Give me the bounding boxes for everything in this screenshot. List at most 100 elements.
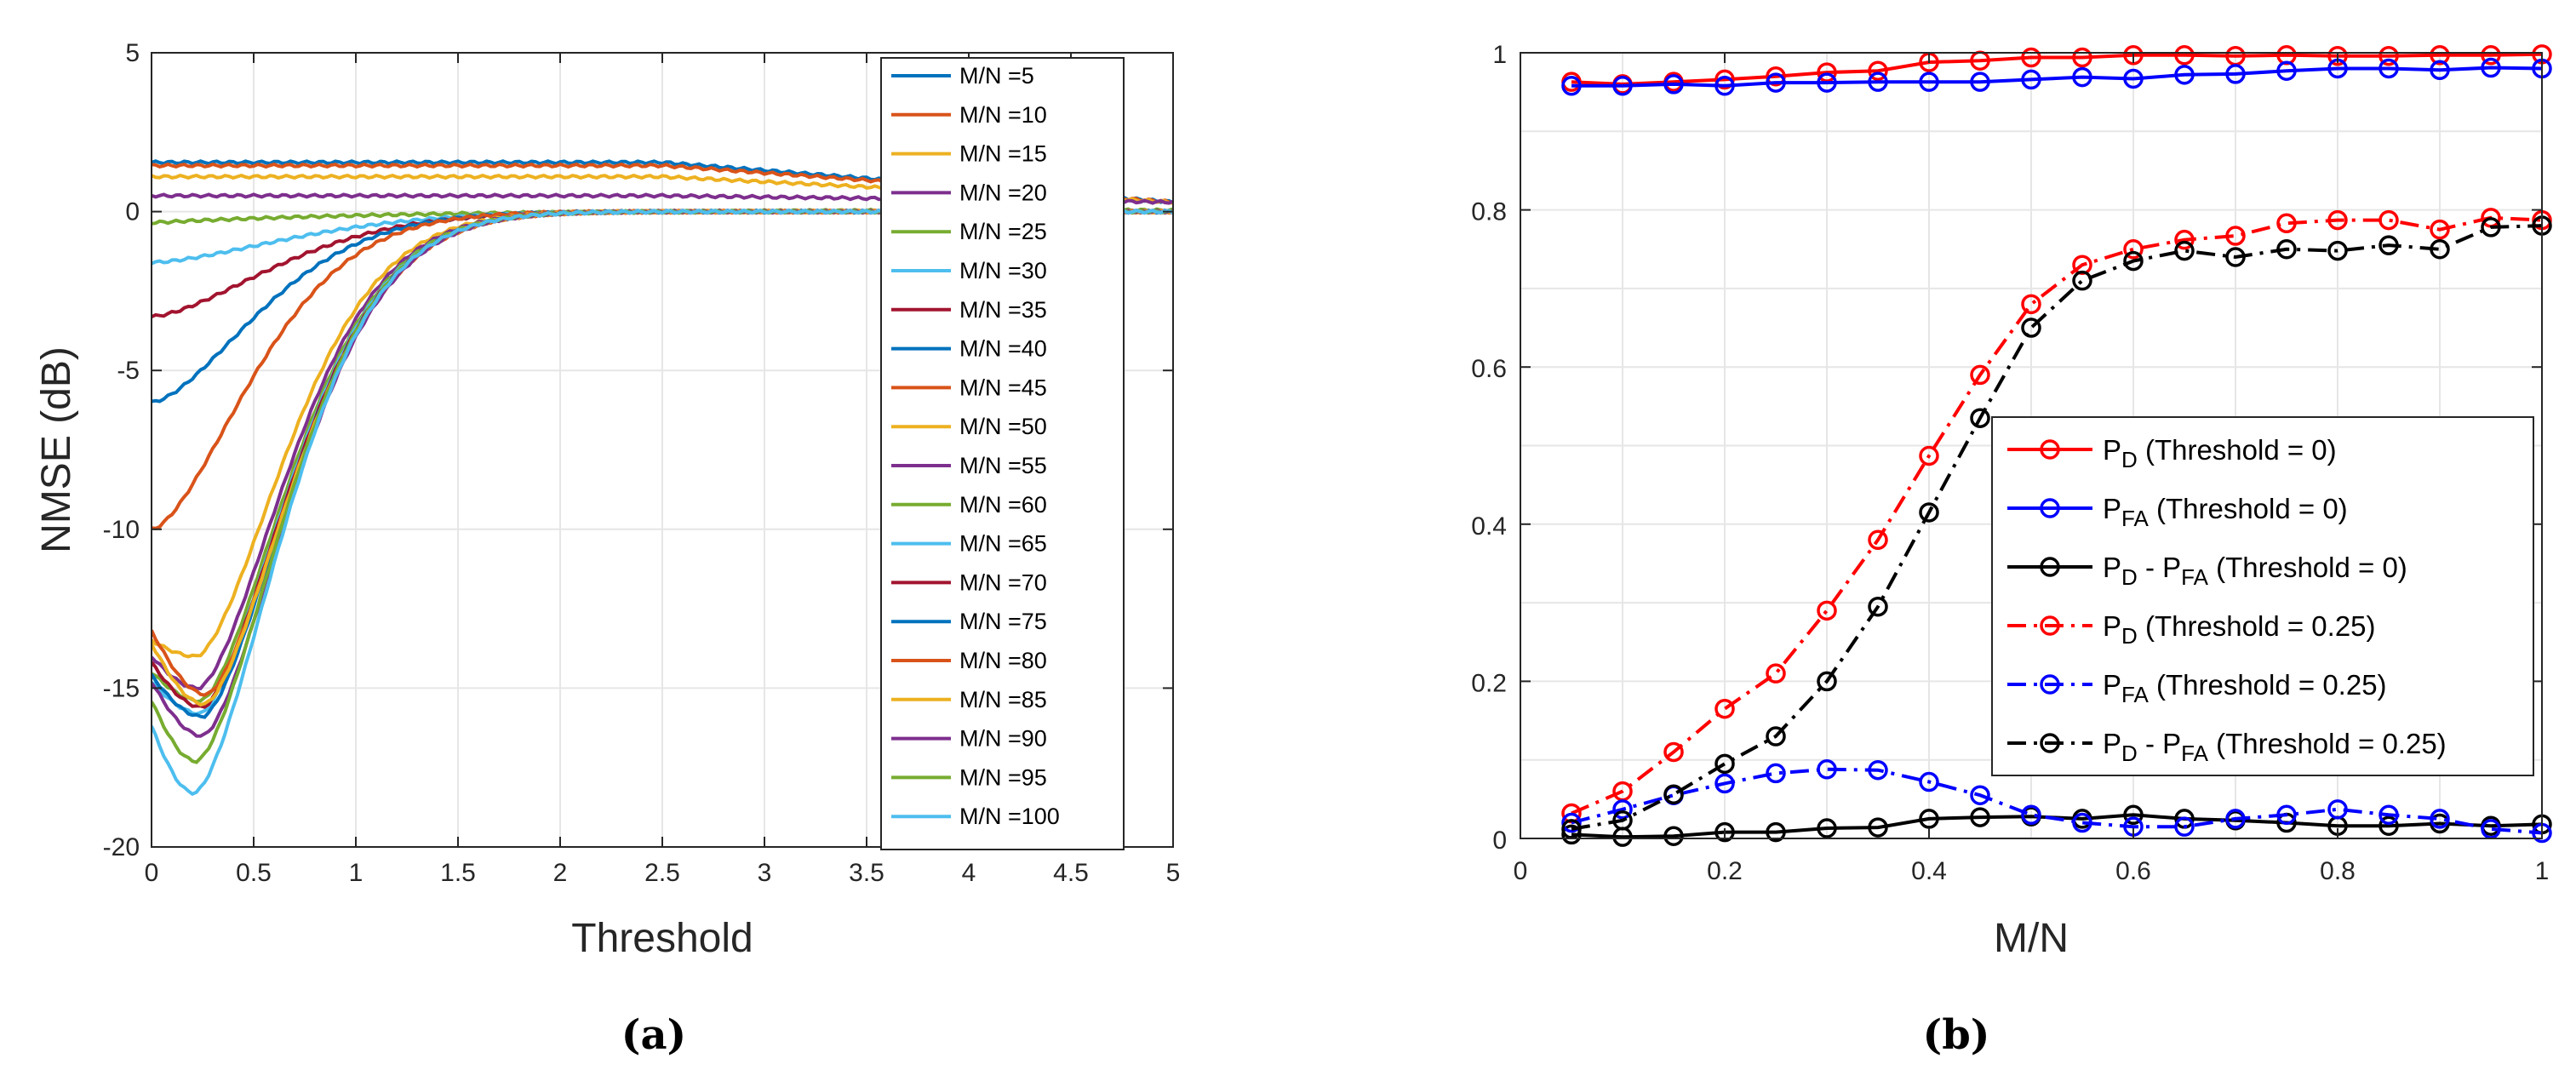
legend-entry-label: PD - PFA (Threshold = 0) — [2103, 552, 2407, 590]
x-tick-label: 0 — [1514, 857, 1528, 885]
y-tick-label: 0 — [125, 198, 140, 226]
data-point — [2021, 47, 2041, 68]
data-point — [2379, 209, 2399, 231]
legend-entry-label: PD (Threshold = 0.25) — [2103, 610, 2376, 649]
data-point — [2174, 65, 2195, 85]
x-tick-label: 3 — [758, 859, 772, 887]
data-point — [2123, 250, 2144, 272]
legend: PD (Threshold = 0)PFA (Threshold = 0)PD … — [1991, 416, 2534, 776]
legend-text-part: (Threshold = 0) — [2138, 434, 2337, 466]
panel-a-chart: 0 0.5 1 1.5 2 2.5 3 3.5 4 4.5 5 -20 -15 -10 -5 0 5 Thresh… — [34, 39, 1180, 1059]
axes-box — [1520, 52, 2543, 839]
legend-entry-label: M/N =5 — [959, 63, 1034, 89]
data-point — [1817, 62, 1837, 83]
x-tick-label: 1 — [349, 859, 364, 887]
data-point — [1817, 72, 1837, 93]
data-point — [1714, 76, 1735, 96]
data-point — [1714, 821, 1735, 843]
data-point — [2225, 809, 2246, 829]
x-tick-label: 0.6 — [2115, 857, 2151, 885]
legend-entry-label: M/N =45 — [959, 375, 1047, 400]
legend: M/N =5 M/N =10 M/N =15 M/N =20 M/N =25 M/N =3… — [880, 57, 1125, 850]
data-point — [1766, 763, 1786, 784]
legend-entry-label: M/N =50 — [959, 414, 1047, 439]
legend-text-part: (Threshold = 0) — [2208, 552, 2407, 583]
data-point — [2430, 60, 2450, 81]
legend-entry-label: M/N =80 — [959, 648, 1047, 673]
legend-text-part: (Threshold = 0.25) — [2149, 669, 2387, 701]
legend-entry-label: M/N =10 — [959, 102, 1047, 128]
legend-marker — [2040, 439, 2060, 460]
caption-a: (a) — [621, 1011, 687, 1059]
data-point — [2430, 45, 2450, 66]
data-point — [1919, 771, 1939, 792]
data-point — [2379, 804, 2399, 826]
data-point — [1612, 810, 1633, 831]
y-axis-label: NMSE (dB) — [34, 346, 79, 553]
data-point — [1766, 66, 1786, 87]
legend-entry-label: PD - PFA (Threshold = 0.25) — [2103, 728, 2447, 766]
data-point — [1817, 818, 1837, 838]
y-tick-label: -20 — [103, 833, 140, 861]
legend-subscript: D — [2121, 564, 2138, 590]
data-point — [1714, 753, 1735, 775]
data-point — [1970, 72, 1990, 92]
x-tick-label: 1.5 — [440, 859, 476, 887]
data-point — [1766, 72, 1786, 93]
legend-entry-label: M/N =65 — [959, 531, 1047, 557]
data-point — [2379, 58, 2399, 79]
data-point — [2174, 229, 2195, 250]
data-point — [1663, 826, 1684, 846]
legend-entry-label: M/N =75 — [959, 609, 1047, 634]
legend-entry-label: M/N =25 — [959, 219, 1047, 244]
legend-text-part: P — [2103, 434, 2121, 466]
data-point — [2430, 239, 2450, 260]
data-point — [2123, 45, 2144, 66]
y-tick-label: -15 — [103, 674, 140, 702]
x-tick-label: 4 — [962, 859, 976, 887]
data-point — [1868, 817, 1888, 838]
data-point — [2072, 47, 2092, 68]
data-point — [2327, 209, 2348, 231]
data-point — [2021, 294, 2041, 315]
data-point — [1561, 812, 1582, 833]
x-tick-label: 3.5 — [849, 859, 884, 887]
x-tick-label: 0 — [145, 859, 159, 887]
data-point — [1970, 408, 1990, 428]
legend-subscript: D — [2121, 741, 2138, 766]
data-point — [2174, 816, 2195, 837]
legend-entry-label: M/N =40 — [959, 336, 1047, 362]
data-point — [1919, 72, 1939, 92]
data-point — [1919, 502, 1939, 523]
panel-b-chart: 0 0.2 0.4 0.6 0.8 100.20.40.60.81M/N(b)PD (Th… — [1471, 41, 2552, 1059]
legend-box — [880, 57, 1125, 850]
data-point — [1817, 600, 1837, 621]
data-point — [1868, 60, 1888, 81]
data-point — [2123, 804, 2144, 826]
x-tick-label: 0.8 — [2320, 857, 2356, 885]
data-point — [1561, 819, 1582, 839]
data-point — [2481, 217, 2501, 237]
data-point — [1561, 824, 1582, 845]
legend-text-part: (Threshold = 0) — [2149, 493, 2348, 524]
legend-entry-label: M/N =85 — [959, 687, 1047, 712]
data-point — [2276, 60, 2297, 81]
data-point — [2327, 45, 2348, 66]
data-point — [1561, 76, 1582, 96]
y-tick-label: 0.4 — [1471, 512, 1507, 541]
x-tick-label: 0.4 — [1911, 857, 1947, 885]
y-tick-label: 0.6 — [1471, 355, 1507, 383]
data-point — [1612, 799, 1633, 820]
legend-entry-label: PFA (Threshold = 0.25) — [2103, 669, 2387, 707]
caption-b: (b) — [1923, 1011, 1990, 1059]
legend-entry-label: M/N =70 — [959, 569, 1047, 595]
data-point — [2276, 239, 2297, 260]
legend-entry-label: M/N =55 — [959, 453, 1047, 478]
data-point — [2174, 240, 2195, 261]
data-point — [2481, 57, 2501, 78]
data-point — [2072, 812, 2092, 833]
data-point — [2379, 235, 2399, 255]
data-point — [2379, 815, 2399, 836]
legend-box — [1991, 416, 2534, 776]
legend-text-part: - P — [2138, 728, 2181, 759]
